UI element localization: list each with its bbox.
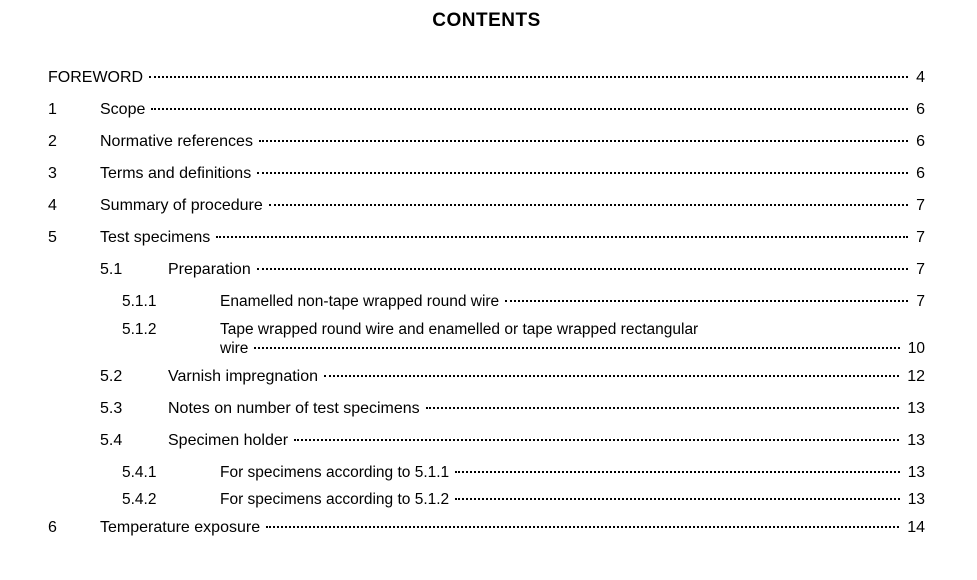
toc-label: FOREWORD [48,70,147,86]
dot-leader [505,300,908,302]
dot-leader [216,236,908,238]
toc-label: For specimens according to 5.1.2 [220,492,453,508]
toc-page-no: 7 [910,262,925,278]
toc-page-no: 7 [910,294,925,310]
toc-num: 1 [48,102,100,118]
toc-num: 4 [48,198,100,214]
toc-num: 5.4.2 [122,492,220,508]
toc-label: Enamelled non-tape wrapped round wire [220,294,503,310]
toc-label: Temperature exposure [100,520,264,536]
toc-num: 5.1.1 [122,294,220,310]
dot-leader [324,375,899,377]
toc-entry-2: 2 Normative references 6 [48,134,925,150]
toc-label: Terms and definitions [100,166,255,182]
toc-page-no: 13 [902,492,925,508]
dot-leader [151,108,908,110]
toc-entry-6: 6 Temperature exposure 14 [48,520,925,536]
dot-leader [254,347,899,349]
toc-entry-5-1-2: 5.1.2 Tape wrapped round wire and enamel… [48,322,925,357]
toc-page-no: 12 [901,369,925,385]
toc-page-no: 6 [910,102,925,118]
toc-label: Preparation [168,262,255,278]
toc-label: Test specimens [100,230,214,246]
toc-entry-continuation: wire 10 [122,341,925,357]
toc-entry-5-3: 5.3 Notes on number of test specimens 13 [48,401,925,417]
toc-page: CONTENTS FOREWORD 4 1 Scope 6 2 Normativ… [0,0,977,572]
toc-num: 6 [48,520,100,536]
toc-num: 5.4.1 [122,465,220,481]
toc-entry-1: 1 Scope 6 [48,102,925,118]
toc-label: Notes on number of test specimens [168,401,424,417]
dot-leader [149,76,908,78]
toc-page-no: 4 [910,70,925,86]
toc-num: 3 [48,166,100,182]
toc-entry-4: 4 Summary of procedure 7 [48,198,925,214]
toc-page-no: 6 [910,134,925,150]
toc-num: 5 [48,230,100,246]
dot-leader [266,526,899,528]
toc-num: 5.3 [100,401,168,417]
toc-num: 5.2 [100,369,168,385]
toc-label-cont: wire [220,341,252,357]
toc-num: 5.4 [100,433,168,449]
toc-label: Summary of procedure [100,198,267,214]
toc-entry-5-1: 5.1 Preparation 7 [48,262,925,278]
toc-label: Varnish impregnation [168,369,322,385]
dot-leader [294,439,899,441]
dot-leader [259,140,908,142]
toc-entry-5: 5 Test specimens 7 [48,230,925,246]
toc-entry-5-2: 5.2 Varnish impregnation 12 [48,369,925,385]
toc-page-no: 13 [901,433,925,449]
dot-leader [455,498,900,500]
toc-page-no: 13 [902,465,925,481]
toc-label: Tape wrapped round wire and enamelled or… [220,322,702,338]
dot-leader [455,471,900,473]
toc-num: 2 [48,134,100,150]
toc-num: 5.1.2 [122,322,220,338]
dot-leader [257,268,908,270]
dot-leader [269,204,908,206]
toc-entry-foreword: FOREWORD 4 [48,70,925,86]
toc-page-no: 10 [902,341,925,357]
dot-leader [426,407,900,409]
toc-page-no: 7 [910,230,925,246]
dot-leader [257,172,908,174]
toc-entry-3: 3 Terms and definitions 6 [48,166,925,182]
toc-page-no: 6 [910,166,925,182]
toc-entry-5-4-1: 5.4.1 For specimens according to 5.1.1 1… [48,465,925,481]
toc-label: Scope [100,102,149,118]
toc-label: Specimen holder [168,433,292,449]
toc-entry-5-1-1: 5.1.1 Enamelled non-tape wrapped round w… [48,294,925,310]
toc-label: For specimens according to 5.1.1 [220,465,453,481]
toc-page-no: 14 [901,520,925,536]
toc-num: 5.1 [100,262,168,278]
toc-page-no: 13 [901,401,925,417]
toc-label: Normative references [100,134,257,150]
toc-entry-5-4: 5.4 Specimen holder 13 [48,433,925,449]
toc-title: CONTENTS [48,10,925,32]
toc-entry-5-4-2: 5.4.2 For specimens according to 5.1.2 1… [48,492,925,508]
toc-page-no: 7 [910,198,925,214]
